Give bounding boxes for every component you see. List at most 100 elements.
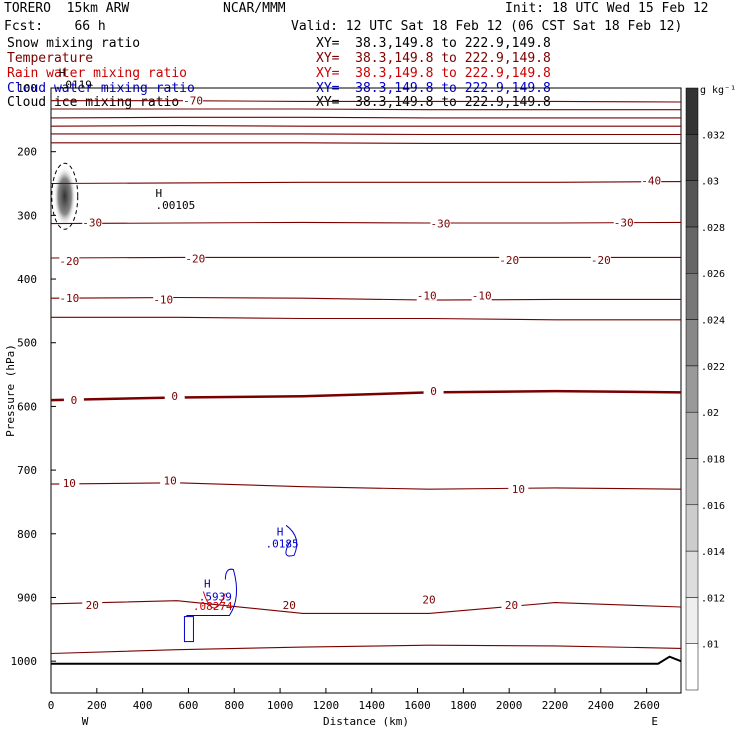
y-tick-label: 300 — [17, 209, 37, 222]
colorbar-label: .014 — [701, 547, 725, 558]
snow-high-marker: H — [59, 66, 66, 79]
colorbar-label: .03 — [701, 177, 719, 188]
temperature-label: -70 — [183, 95, 203, 108]
init-time: Init: 18 UTC Wed 15 Feb 12 — [505, 1, 709, 16]
colorbar-segment — [685, 87, 699, 135]
colorbar-segment — [685, 226, 699, 274]
contour-label-bg — [499, 252, 520, 265]
temperature-label: 10 — [512, 483, 525, 496]
temperature-label: 0 — [71, 394, 78, 407]
cloud-water-high-marker: H — [204, 577, 211, 590]
colorbar-segment — [685, 134, 699, 181]
legend-xy-temperature: XY= 38.3,149.8 to 222.9,149.8 — [316, 51, 551, 66]
x-tick-label: 400 — [133, 699, 153, 712]
legend-xy-rain: XY= 38.3,149.8 to 222.9,149.8 — [316, 66, 551, 81]
x-endpoint-right: E — [651, 715, 658, 728]
snow-max-value: .0119 — [59, 78, 92, 91]
legend-name-rain: Rain water mixing ratio — [7, 66, 188, 81]
colorbar-label: .02 — [701, 408, 719, 419]
colorbar-label: .016 — [701, 501, 725, 512]
colorbar-label: .028 — [701, 223, 725, 234]
y-axis-label: Pressure (hPa) — [4, 344, 17, 437]
x-tick-label: 1000 — [267, 699, 294, 712]
rain-contour — [202, 591, 226, 609]
colorbar-segment — [685, 319, 699, 367]
y-tick-label: 600 — [17, 400, 37, 413]
center-title: NCAR/MMM — [223, 1, 286, 16]
legend-xy-cloud-ice: XY= 38.3,149.8 to 222.9,149.8 — [316, 95, 551, 110]
contour-label-bg — [59, 254, 80, 267]
colorbar-label: .012 — [701, 593, 725, 604]
legend-name-cloud-ice: Cloud ice mixing ratio — [7, 95, 180, 110]
temperature-label: 20 — [283, 599, 296, 612]
cloud-water-contour — [183, 616, 194, 643]
temperature-label: -20 — [185, 253, 205, 266]
colorbar-label: .032 — [701, 130, 725, 141]
forecast-hour: Fcst: 66 h — [4, 19, 106, 34]
y-tick-label: 100 — [17, 82, 37, 95]
temperature-contour — [50, 600, 682, 614]
y-tick-label: 1000 — [11, 655, 38, 668]
contour-label-bg — [160, 473, 181, 486]
cloud-ice-max-value: .00105 — [156, 199, 196, 212]
temperature-contour — [50, 181, 682, 185]
temperature-label: -10 — [59, 292, 79, 305]
x-tick-label: 2600 — [633, 699, 660, 712]
temperature-contour — [50, 116, 681, 119]
temperature-label: 0 — [430, 385, 437, 398]
x-tick-label: 0 — [48, 699, 55, 712]
temperature-contour — [51, 133, 681, 136]
x-tick-label: 2400 — [588, 699, 615, 712]
colorbar-label: .01 — [701, 640, 719, 651]
contour-label-bg — [613, 215, 634, 228]
x-tick-label: 600 — [179, 699, 199, 712]
x-tick-label: 1400 — [358, 699, 385, 712]
x-tick-label: 2000 — [496, 699, 523, 712]
colorbar-segment — [685, 504, 699, 552]
contour-label-bg — [471, 288, 492, 301]
x-tick-label: 1200 — [313, 699, 340, 712]
snow-contour — [51, 162, 79, 230]
colorbar-segment — [685, 411, 699, 459]
contour-label-bg — [82, 598, 103, 611]
colorbar-segment — [685, 458, 699, 506]
contour-label-bg — [153, 292, 174, 305]
temperature-label: -30 — [614, 216, 634, 229]
temperature-contour — [50, 296, 681, 301]
colorbar-units: g kg⁻¹ — [700, 85, 736, 96]
contour-label-bg — [641, 173, 662, 186]
contour-label-bg — [279, 598, 300, 611]
temperature-contour — [51, 108, 681, 111]
temperature-contour — [51, 316, 681, 321]
contour-label-bg — [590, 252, 611, 265]
x-tick-label: 1600 — [404, 699, 431, 712]
x-endpoint-left: W — [82, 715, 89, 728]
contour-label-bg — [185, 251, 206, 264]
x-tick-label: 800 — [224, 699, 244, 712]
contour-label-bg — [501, 598, 522, 611]
colorbar-label: .022 — [701, 362, 725, 373]
y-tick-label: 700 — [17, 464, 37, 477]
temperature-contour — [51, 142, 681, 144]
colorbar-segment — [685, 365, 699, 413]
y-tick-label: 200 — [17, 146, 37, 159]
temperature-label: 20 — [422, 593, 435, 606]
x-tick-label: 1800 — [450, 699, 477, 712]
temperature-contour — [50, 125, 681, 127]
x-tick-label: 2200 — [542, 699, 569, 712]
temperature-label: 10 — [63, 477, 76, 490]
colorbar-segment — [685, 597, 699, 644]
colorbar-label: .024 — [701, 316, 725, 327]
contour-label-bg — [59, 475, 80, 488]
contour-label-bg — [59, 291, 80, 304]
colorbar-segment — [685, 272, 699, 320]
cloud-water-contour — [285, 524, 298, 557]
contour-label-bg — [423, 384, 444, 397]
temperature-contour — [51, 100, 682, 103]
colorbar-segment — [685, 180, 699, 228]
contour-label-bg — [183, 93, 204, 106]
temperature-contour — [50, 256, 681, 259]
x-tick-label: 200 — [87, 699, 107, 712]
temperature-label: -30 — [431, 218, 451, 231]
